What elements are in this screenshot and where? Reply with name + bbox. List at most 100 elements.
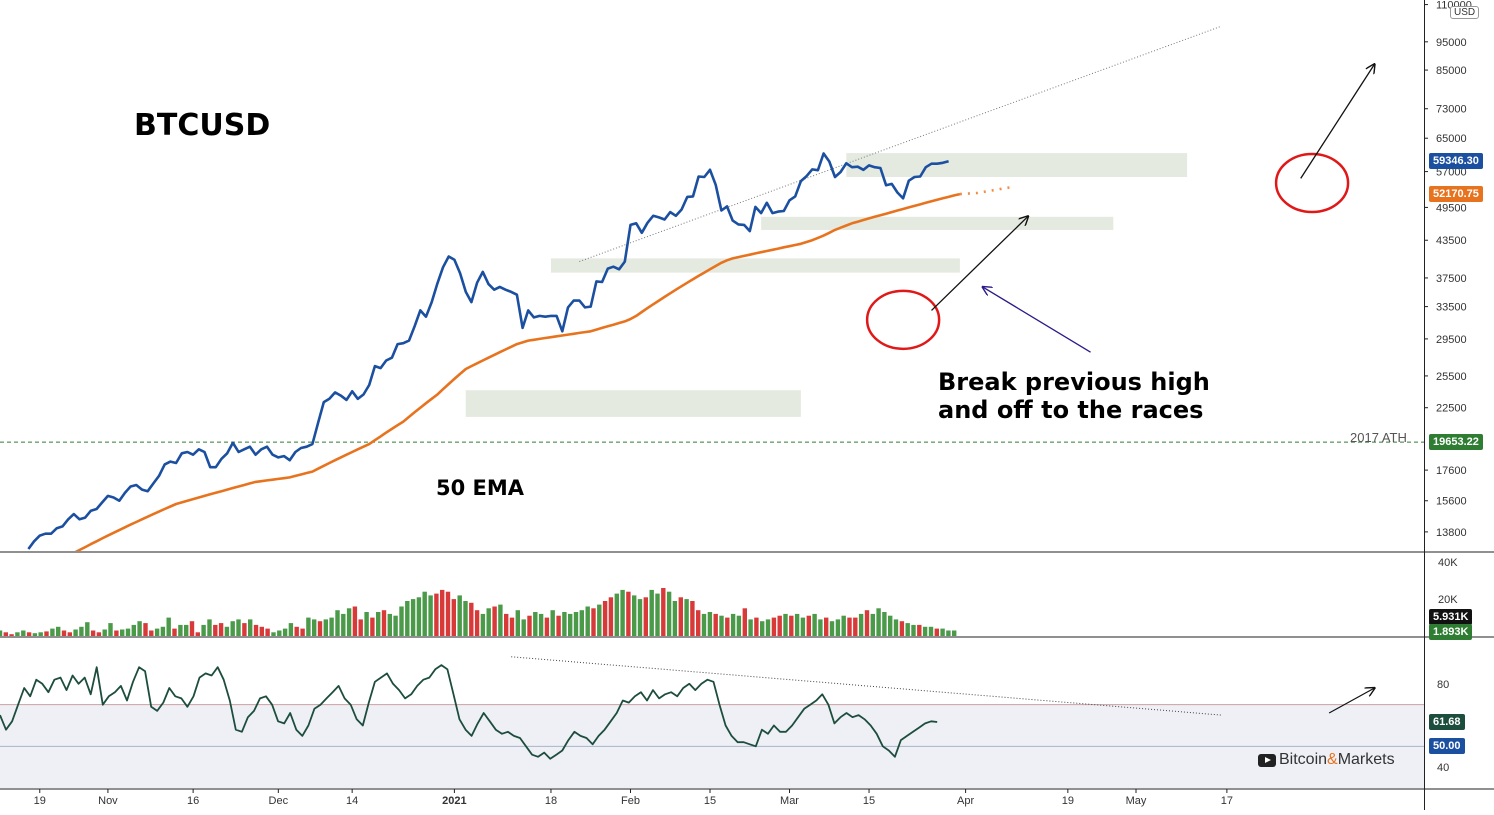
y-tick-label: 29500 bbox=[1436, 334, 1467, 346]
y-tick-label: 85000 bbox=[1436, 65, 1467, 77]
volume-bar bbox=[550, 610, 555, 636]
volume-bar bbox=[102, 629, 107, 636]
volume-bar bbox=[131, 624, 136, 636]
volume-bar bbox=[434, 593, 439, 636]
volume-bar bbox=[410, 599, 416, 636]
volume-bar bbox=[341, 613, 346, 636]
volume-bar bbox=[905, 623, 910, 636]
ema-label: 50 EMA bbox=[436, 476, 525, 500]
volume-bar bbox=[620, 589, 625, 636]
volume-bar bbox=[172, 628, 177, 636]
volume-bar bbox=[428, 595, 433, 636]
volume-bar bbox=[643, 597, 648, 636]
volume-bar bbox=[0, 630, 3, 636]
sr-zone-2 bbox=[761, 216, 1114, 230]
volume-bar bbox=[655, 593, 660, 636]
volume-bar bbox=[312, 619, 317, 636]
volume-bar bbox=[207, 619, 212, 636]
volume-bar bbox=[184, 624, 189, 636]
volume-bar bbox=[725, 617, 730, 636]
volume-bar bbox=[917, 624, 922, 636]
volume-bar bbox=[597, 604, 602, 636]
volume-bar bbox=[445, 591, 451, 636]
volume-bar bbox=[323, 619, 328, 636]
x-tick-label: 15 bbox=[863, 795, 875, 807]
volume-bar bbox=[934, 628, 939, 636]
volume-bar bbox=[15, 632, 20, 636]
volume-bar bbox=[294, 626, 299, 636]
volume-bar bbox=[940, 628, 945, 636]
volume-bar bbox=[538, 613, 544, 636]
volume-bar bbox=[38, 632, 43, 636]
y-tick-label: 57000 bbox=[1436, 167, 1467, 179]
volume-bar bbox=[387, 613, 392, 636]
volume-bar bbox=[108, 623, 113, 636]
volume-bar bbox=[422, 591, 427, 636]
volume-bar bbox=[870, 613, 875, 636]
volume-bar bbox=[50, 628, 55, 636]
volume-bar bbox=[591, 608, 596, 636]
volume-bar bbox=[649, 589, 654, 636]
volume-bar bbox=[160, 626, 166, 636]
volume-bar bbox=[882, 612, 887, 636]
volume-bar bbox=[463, 601, 468, 636]
currency-badge[interactable]: USD bbox=[1450, 6, 1480, 19]
y-tick-label: 65000 bbox=[1436, 133, 1467, 145]
ema-value-badge: 52170.75 bbox=[1429, 186, 1483, 202]
volume-bar bbox=[504, 613, 509, 636]
break-annotation-line1: Break previous high bbox=[938, 368, 1210, 396]
volume-bar bbox=[317, 621, 323, 636]
volume-bar bbox=[637, 599, 643, 636]
volume-bar bbox=[96, 632, 102, 636]
last-price-badge: 59346.30 bbox=[1429, 153, 1483, 169]
volume-bar bbox=[841, 615, 846, 636]
volume-bar bbox=[614, 593, 619, 636]
volume-bar bbox=[835, 619, 841, 636]
volume-bar bbox=[265, 628, 270, 636]
volume-bar bbox=[666, 591, 672, 636]
volume-bar bbox=[527, 615, 532, 636]
volume-bar bbox=[556, 615, 561, 636]
volume-bar bbox=[26, 632, 32, 636]
y-tick-label: 43500 bbox=[1436, 235, 1467, 247]
ema-projection bbox=[959, 185, 1012, 196]
volume-bar bbox=[730, 613, 736, 636]
arrow-1 bbox=[931, 216, 1029, 311]
x-tick-label: 16 bbox=[187, 795, 199, 807]
volume-bar bbox=[742, 608, 747, 636]
volume-bar bbox=[888, 615, 893, 636]
sr-zone-1 bbox=[846, 153, 1188, 177]
ema-line bbox=[74, 192, 961, 551]
volume-bar bbox=[893, 619, 899, 636]
volume-ma-badge: 5.931K bbox=[1429, 609, 1473, 625]
volume-bar bbox=[346, 608, 352, 636]
rsi-tick-label: 40 bbox=[1437, 762, 1449, 774]
volume-bar bbox=[853, 617, 858, 636]
y-tick-label: 33500 bbox=[1436, 302, 1467, 314]
y-tick-label: 49500 bbox=[1436, 202, 1467, 214]
volume-bar bbox=[166, 617, 171, 636]
volume-bar bbox=[672, 601, 678, 636]
volume-bar bbox=[230, 621, 235, 636]
volume-bar bbox=[393, 615, 398, 636]
volume-bar bbox=[329, 617, 334, 636]
ticker-label: BTCUSD bbox=[134, 108, 271, 143]
volume-bar bbox=[242, 623, 247, 636]
volume-bar bbox=[440, 589, 445, 636]
highlight-circle-2 bbox=[1274, 152, 1350, 214]
volume-bar bbox=[812, 613, 817, 636]
volume-bar bbox=[457, 595, 462, 636]
y-tick-label: 22500 bbox=[1436, 403, 1467, 415]
x-tick-label: 19 bbox=[1062, 795, 1074, 807]
volume-bar bbox=[56, 626, 61, 636]
volume-bar bbox=[928, 626, 934, 636]
rsi-arrow bbox=[1328, 688, 1374, 714]
volume-bar bbox=[143, 623, 148, 636]
volume-bar bbox=[573, 612, 579, 636]
volume-bar bbox=[335, 610, 340, 636]
volume-bar bbox=[213, 624, 218, 636]
volume-bar bbox=[376, 612, 381, 636]
x-tick-label: 19 bbox=[34, 795, 46, 807]
